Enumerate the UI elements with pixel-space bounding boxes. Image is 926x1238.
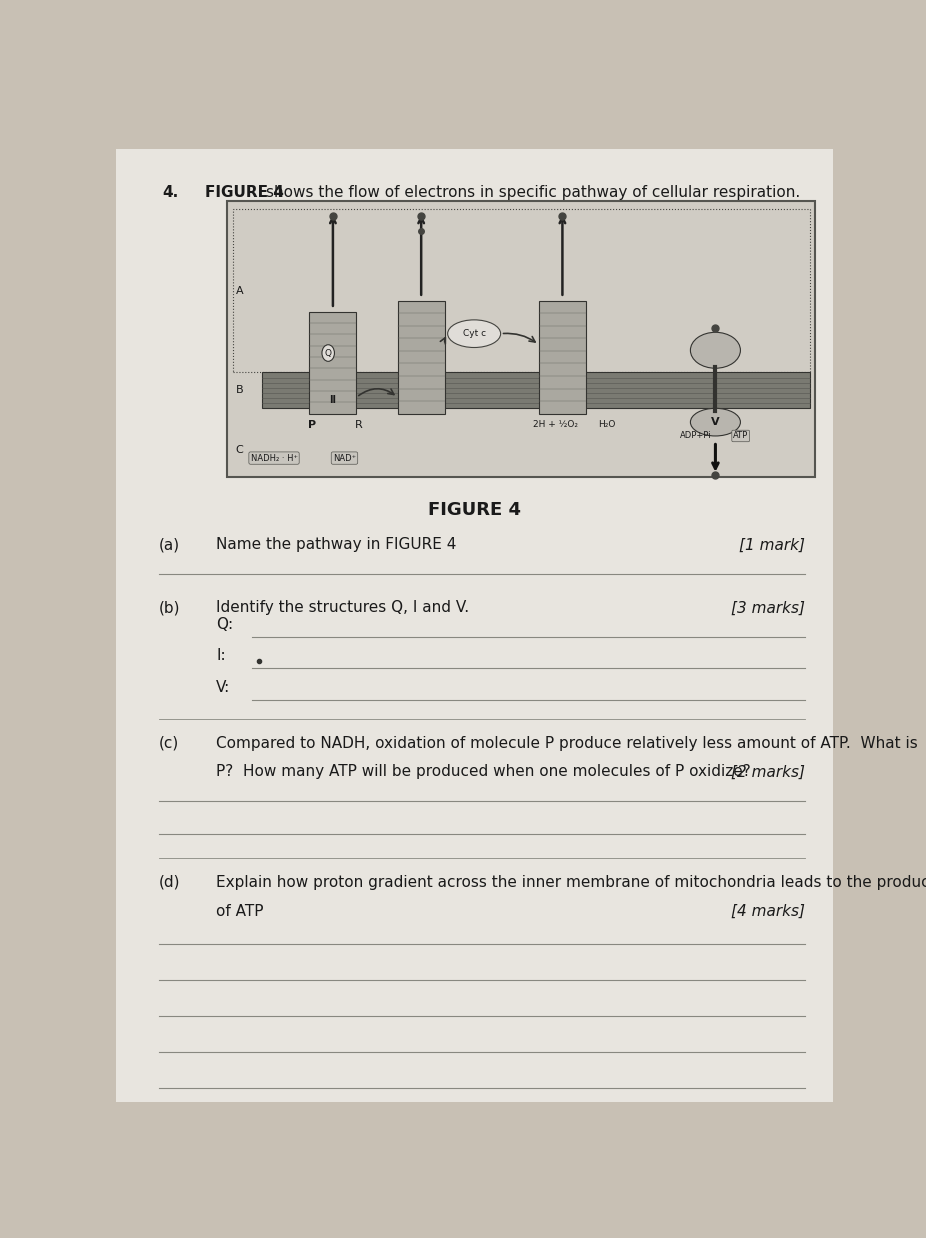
Bar	[262, 373, 809, 409]
Text: Name the pathway in FIGURE 4: Name the pathway in FIGURE 4	[217, 537, 457, 552]
Bar	[539, 301, 586, 413]
Circle shape	[322, 344, 334, 361]
Text: Identify the structures Q, I and V.: Identify the structures Q, I and V.	[217, 600, 469, 615]
Text: (a): (a)	[159, 537, 180, 552]
Text: P?  How many ATP will be produced when one molecules of P oxidize?: P? How many ATP will be produced when on…	[217, 764, 751, 780]
Text: Q: Q	[325, 349, 332, 358]
Text: Compared to NADH, oxidation of molecule P produce relatively less amount of ATP.: Compared to NADH, oxidation of molecule …	[217, 735, 918, 750]
Text: (c): (c)	[159, 735, 179, 750]
Text: A: A	[236, 286, 244, 296]
Text: (b): (b)	[159, 600, 181, 615]
Text: B: B	[236, 385, 244, 395]
Text: (d): (d)	[159, 875, 181, 890]
Text: C: C	[236, 444, 244, 454]
Text: Explain how proton gradient across the inner membrane of mitochondria leads to t: Explain how proton gradient across the i…	[217, 875, 926, 890]
Text: [3 marks]: [3 marks]	[731, 600, 805, 615]
Text: P: P	[307, 420, 316, 430]
Text: [4 marks]: [4 marks]	[731, 904, 805, 919]
Text: 4.: 4.	[162, 184, 179, 199]
Text: Cyt c: Cyt c	[463, 329, 486, 338]
Text: ATP: ATP	[733, 432, 748, 441]
Text: shows the flow of electrons in specific pathway of cellular respiration.: shows the flow of electrons in specific …	[267, 184, 801, 199]
Text: H₂O: H₂O	[597, 421, 615, 430]
Text: R: R	[355, 420, 363, 430]
Text: ADP+Pi: ADP+Pi	[680, 432, 712, 441]
Text: FIGURE 4: FIGURE 4	[206, 184, 284, 199]
Text: NADH₂ · H⁺: NADH₂ · H⁺	[251, 453, 297, 463]
Text: NAD⁺: NAD⁺	[333, 453, 356, 463]
Ellipse shape	[691, 409, 741, 436]
Text: 2H + ½O₂: 2H + ½O₂	[533, 421, 578, 430]
Text: of ATP: of ATP	[217, 904, 264, 919]
Text: I:: I:	[217, 649, 226, 664]
Bar	[227, 201, 816, 478]
Text: [2 marks]: [2 marks]	[731, 764, 805, 780]
Ellipse shape	[691, 332, 741, 368]
Text: V:: V:	[217, 680, 231, 695]
Text: FIGURE 4: FIGURE 4	[428, 501, 521, 519]
Bar	[232, 209, 809, 373]
Text: [1 mark]: [1 mark]	[739, 537, 805, 552]
Text: II: II	[330, 395, 336, 405]
Bar	[309, 312, 357, 413]
Text: Q:: Q:	[217, 617, 233, 631]
Text: V: V	[711, 417, 720, 427]
Ellipse shape	[447, 319, 501, 348]
Bar	[397, 301, 444, 413]
